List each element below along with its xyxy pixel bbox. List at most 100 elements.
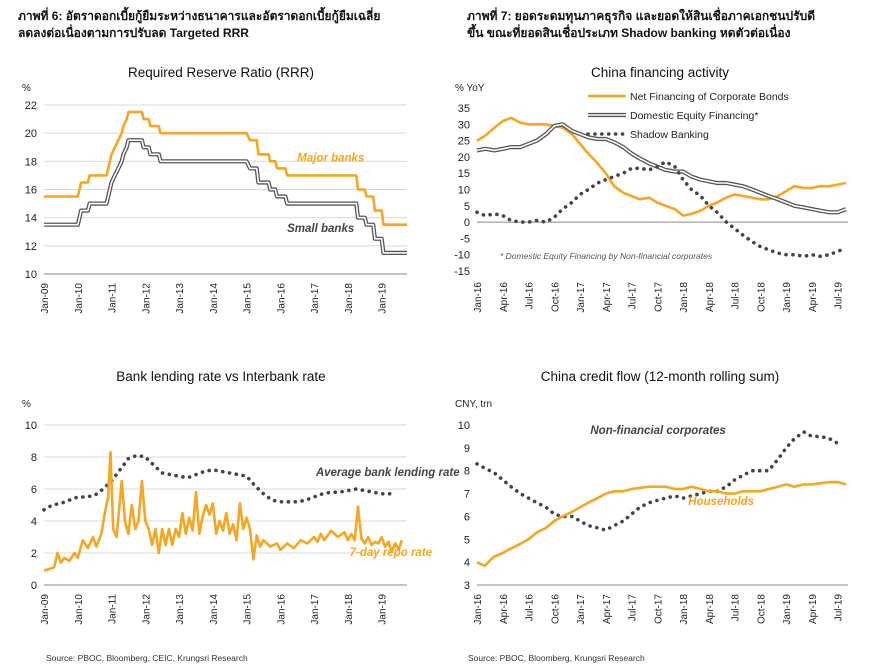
- x-tick-label: Oct-17: [653, 282, 664, 312]
- header-right-line1: ภาพที่ 7: ยอดระดมทุนภาคธุรกิจ และยอดให้ส…: [467, 9, 816, 23]
- chart-title: China credit flow (12-month rolling sum): [541, 369, 780, 384]
- x-tick-label: Jan-18: [344, 594, 355, 625]
- x-tick-label: Jan-19: [378, 283, 389, 314]
- series-annotation: Major banks: [297, 152, 364, 164]
- x-tick-label: Jul-17: [628, 594, 639, 622]
- y-tick-label: 6: [31, 484, 37, 496]
- series-small-banks-line: [44, 139, 407, 254]
- series-domestic-equity-financing-line: [476, 123, 847, 214]
- x-tick-label: Jan-10: [74, 283, 85, 314]
- series-annotation: Households: [688, 496, 754, 508]
- x-tick-label: Jan-19: [378, 594, 389, 625]
- series-non-financial-corporates-line: [475, 429, 840, 533]
- series-households-line: [476, 480, 847, 567]
- x-tick-label: Apr-17: [602, 594, 613, 624]
- y-tick-label: 9: [464, 443, 470, 455]
- series-major-banks-line: [44, 110, 407, 226]
- x-tick-label: Jan-15: [243, 594, 254, 625]
- header-right-line2: ขึ้น ขณะที่ยอดสินเชื่อประเภท Shadow bank…: [467, 26, 791, 40]
- series-annotation: Small banks: [287, 223, 354, 235]
- series-7-day-repo-rate-line: [43, 450, 404, 572]
- y-tick-label: 8: [31, 452, 37, 464]
- series-average-bank-lending-rate-line: [42, 453, 392, 512]
- x-tick-label: Jan-19: [782, 594, 793, 625]
- y-tick-label: -5: [460, 233, 470, 245]
- y-tick-label: 18: [25, 156, 37, 168]
- x-tick-label: Oct-16: [550, 282, 561, 312]
- y-axis-unit: % YoY: [455, 83, 485, 94]
- y-axis-unit: CNY, trn: [455, 399, 492, 410]
- x-tick-label: Jan-13: [175, 283, 186, 314]
- x-tick-label: Jul-18: [731, 594, 742, 622]
- x-tick-label: Jul-16: [525, 594, 536, 622]
- x-tick-label: Jan-15: [243, 283, 254, 314]
- x-tick-label: Jan-09: [40, 594, 51, 625]
- x-tick-label: Jan-16: [276, 594, 287, 625]
- y-tick-label: 7: [464, 489, 470, 501]
- y-tick-label: 16: [25, 185, 37, 197]
- chart-title: China financing activity: [591, 65, 729, 80]
- x-tick-label: Jan-12: [141, 594, 152, 625]
- x-tick-label: Jan-18: [679, 594, 690, 625]
- series-net-financing-of-corporate-bonds-line: [476, 116, 847, 217]
- y-tick-label: 10: [25, 420, 37, 432]
- x-tick-label: Jul-17: [628, 282, 639, 310]
- legend-label: Net Financing of Corporate Bonds: [630, 91, 789, 103]
- x-tick-label: Apr-17: [602, 282, 613, 312]
- x-tick-label: Apr-19: [808, 594, 819, 624]
- y-tick-label: 22: [25, 100, 37, 112]
- y-tick-label: 3: [464, 580, 470, 592]
- y-tick-label: 2: [31, 548, 37, 560]
- x-tick-label: Jan-11: [108, 283, 119, 313]
- y-tick-label: 15: [458, 168, 470, 180]
- x-tick-label: Jan-16: [473, 594, 484, 625]
- x-tick-label: Apr-19: [808, 282, 819, 312]
- x-tick-label: Apr-16: [499, 282, 510, 312]
- y-tick-label: 30: [458, 119, 470, 131]
- y-tick-label: 10: [458, 420, 470, 432]
- chart-title: Required Reserve Ratio (RRR): [128, 65, 314, 80]
- x-tick-label: Jan-18: [344, 283, 355, 314]
- x-tick-label: Jul-16: [525, 282, 536, 310]
- chart-title: Bank lending rate vs Interbank rate: [116, 369, 325, 384]
- y-tick-label: 12: [25, 241, 37, 253]
- x-tick-label: Jul-19: [834, 594, 845, 622]
- x-tick-label: Jan-17: [576, 594, 587, 625]
- y-tick-label: 8: [464, 466, 470, 478]
- x-tick-label: Jan-10: [74, 594, 85, 625]
- series-annotation: Average bank lending rate: [315, 467, 460, 479]
- y-tick-label: 0: [31, 580, 37, 592]
- x-tick-label: Jan-18: [679, 282, 690, 313]
- header-right: ภาพที่ 7: ยอดระดมทุนภาคธุรกิจ และยอดให้ส…: [467, 8, 815, 42]
- y-tick-label: 20: [25, 128, 37, 140]
- y-tick-label: 10: [458, 185, 470, 197]
- x-tick-label: Jan-14: [209, 594, 220, 625]
- x-tick-label: Jan-13: [175, 594, 186, 625]
- y-tick-label: 4: [464, 557, 470, 569]
- y-tick-label: 25: [458, 136, 470, 148]
- x-tick-label: Oct-18: [756, 594, 767, 624]
- x-tick-label: Jan-09: [40, 283, 51, 314]
- source-right: Source: PBOC, Bloomberg, Krungsri Resear…: [468, 653, 645, 663]
- series-annotation: Non-financial corporates: [590, 425, 725, 437]
- header-left-line2: ลดลงต่อเนื่องตามการปรับลด Targeted RRR: [18, 26, 249, 40]
- x-tick-label: Jan-14: [209, 283, 220, 314]
- y-axis-unit: %: [22, 399, 31, 410]
- y-tick-label: 5: [464, 534, 470, 546]
- y-tick-label: 35: [458, 103, 470, 115]
- x-tick-label: Jan-12: [141, 283, 152, 314]
- header-left-line1: ภาพที่ 6: อัตราดอกเบี้ยกู้ยืมระหว่างธนาค…: [18, 9, 381, 23]
- x-tick-label: Jan-17: [310, 283, 321, 314]
- x-tick-label: Jan-17: [310, 594, 321, 625]
- y-tick-label: 5: [464, 201, 470, 213]
- y-tick-label: -15: [454, 266, 470, 278]
- x-tick-label: Jan-17: [576, 282, 587, 313]
- chart-footnote: * Domestic Equity Financing by Non-finan…: [500, 251, 713, 261]
- x-tick-label: Apr-16: [499, 594, 510, 624]
- y-tick-label: -10: [454, 250, 470, 262]
- x-tick-label: Jul-19: [834, 282, 845, 310]
- x-tick-label: Oct-16: [550, 594, 561, 624]
